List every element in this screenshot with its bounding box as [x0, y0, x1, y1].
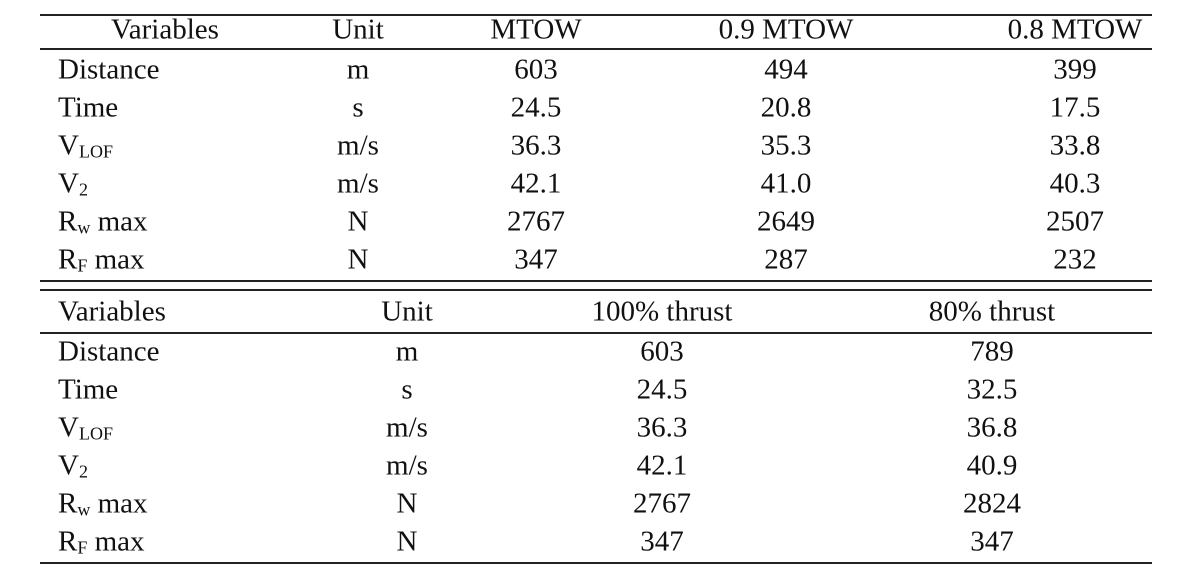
- row-label: V2: [58, 449, 88, 482]
- label-text: V: [58, 411, 79, 444]
- label-text: R: [58, 487, 78, 520]
- subscript: F: [77, 255, 88, 276]
- label-text: V: [58, 129, 79, 162]
- cell-value: 42.1: [636, 449, 688, 482]
- subscript: LOF: [78, 423, 113, 444]
- cell-value: 347: [514, 243, 558, 276]
- cell-value: 494: [764, 53, 808, 86]
- label-text: V: [58, 167, 79, 200]
- cell-value: 17.5: [1049, 91, 1101, 124]
- rule: [40, 289, 1152, 291]
- cell-value: 789: [970, 335, 1014, 368]
- cell-value: 33.8: [1049, 129, 1101, 162]
- subscript: w: [77, 499, 91, 520]
- label-text: max: [87, 525, 145, 558]
- label-text: R: [58, 243, 78, 276]
- cell-value: s: [352, 91, 364, 124]
- rule: [40, 48, 1152, 50]
- cell-value: 36.3: [510, 129, 562, 162]
- label-text: max: [90, 205, 148, 238]
- label-text: R: [58, 205, 78, 238]
- cell-value: N: [347, 205, 369, 238]
- header-cell: 80% thrust: [928, 295, 1056, 328]
- rule: [40, 280, 1152, 282]
- header-cell: Unit: [381, 295, 433, 328]
- row-label: VLOF: [58, 411, 113, 444]
- header-cell: Variables: [58, 295, 166, 328]
- header-cell: Unit: [332, 13, 384, 46]
- subscript: F: [77, 537, 88, 558]
- cell-value: 35.3: [760, 129, 812, 162]
- cell-value: s: [401, 373, 413, 406]
- cell-value: 2824: [963, 487, 1021, 520]
- cell-value: N: [396, 525, 418, 558]
- rule: [40, 562, 1152, 564]
- row-label: Rw max: [58, 487, 148, 520]
- subscript: LOF: [78, 141, 113, 162]
- cell-value: 603: [514, 53, 558, 86]
- subscript: 2: [78, 179, 88, 200]
- cell-value: 24.5: [510, 91, 562, 124]
- label-text: V: [58, 449, 79, 482]
- cell-value: 2649: [757, 205, 815, 238]
- label-text: R: [58, 525, 78, 558]
- header-cell: Variables: [111, 13, 219, 46]
- row-label: Distance: [58, 53, 160, 86]
- row-label: V2: [58, 167, 88, 200]
- cell-value: 40.9: [966, 449, 1018, 482]
- label-text: max: [90, 487, 148, 520]
- cell-value: 232: [1053, 243, 1097, 276]
- row-label: Distance: [58, 335, 160, 368]
- row-label: Time: [58, 91, 119, 124]
- cell-value: 2767: [633, 487, 691, 520]
- row-label: Rw max: [58, 205, 148, 238]
- row-label: RF max: [58, 243, 145, 276]
- header-cell: 0.9 MTOW: [718, 13, 854, 46]
- cell-value: m: [346, 53, 370, 86]
- label-text: max: [87, 243, 145, 276]
- cell-value: m/s: [386, 411, 428, 444]
- cell-value: 42.1: [510, 167, 562, 200]
- cell-value: m/s: [386, 449, 428, 482]
- row-label: RF max: [58, 525, 145, 558]
- cell-value: N: [347, 243, 369, 276]
- header-cell: 0.8 MTOW: [1007, 13, 1143, 46]
- cell-value: 399: [1053, 53, 1097, 86]
- cell-value: m/s: [337, 167, 379, 200]
- cell-value: 32.5: [966, 373, 1018, 406]
- cell-value: m: [395, 335, 419, 368]
- cell-value: N: [396, 487, 418, 520]
- cell-value: 40.3: [1049, 167, 1101, 200]
- rule: [40, 14, 1152, 16]
- cell-value: 36.3: [636, 411, 688, 444]
- cell-value: 20.8: [760, 91, 812, 124]
- cell-value: 2507: [1046, 205, 1104, 238]
- subscript: 2: [78, 461, 88, 482]
- cell-value: 347: [970, 525, 1014, 558]
- header-cell: MTOW: [490, 13, 582, 46]
- cell-value: 36.8: [966, 411, 1018, 444]
- cell-value: 287: [764, 243, 808, 276]
- cell-value: 603: [640, 335, 684, 368]
- row-label: VLOF: [58, 129, 113, 162]
- row-label: Time: [58, 373, 119, 406]
- header-cell: 100% thrust: [591, 295, 733, 328]
- cell-value: 41.0: [760, 167, 812, 200]
- cell-value: 2767: [507, 205, 565, 238]
- subscript: w: [77, 217, 91, 238]
- cell-value: m/s: [337, 129, 379, 162]
- cell-value: 347: [640, 525, 684, 558]
- cell-value: 24.5: [636, 373, 688, 406]
- rule: [40, 332, 1152, 334]
